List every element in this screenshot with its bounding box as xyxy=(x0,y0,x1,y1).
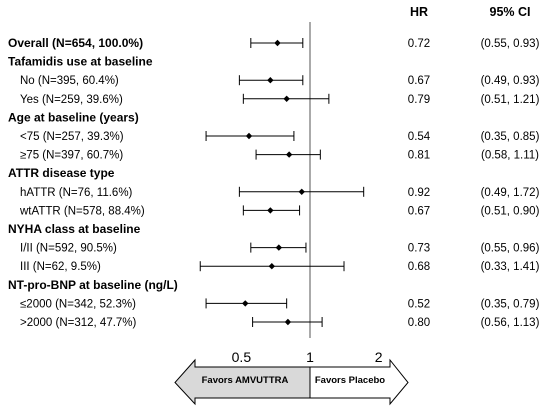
hr-point xyxy=(274,39,281,47)
ci-value: (0.33, 1.41) xyxy=(481,261,540,273)
x-tick-label: 1 xyxy=(306,349,314,365)
ci-value: (0.49, 0.93) xyxy=(481,75,540,87)
group-label: Tafamidis use at baseline xyxy=(8,55,153,69)
hr-point xyxy=(242,300,249,307)
x-tick-label: 2 xyxy=(375,349,383,365)
ci-value: (0.56, 1.13) xyxy=(481,317,540,329)
group-label: NYHA class at baseline xyxy=(8,222,141,236)
favors-amvuttra-arrow xyxy=(174,358,311,406)
ci-value: (0.35, 0.85) xyxy=(481,131,540,143)
hr-point xyxy=(283,95,290,102)
row-label: wtATTR (N=578, 88.4%) xyxy=(19,205,145,217)
ci-value: (0.35, 0.79) xyxy=(481,298,540,310)
hr-point xyxy=(245,132,253,140)
row-label: I/II (N=592, 90.5%) xyxy=(20,243,117,255)
hr-value: 0.92 xyxy=(408,187,430,199)
row-label: hATTR (N=76, 11.6%) xyxy=(20,187,133,199)
row-label: III (N=62, 9.5%) xyxy=(20,261,101,273)
row-label: ≥75 (N=397, 60.7%) xyxy=(20,150,123,162)
row-label: <75 (N=257, 39.3%) xyxy=(20,131,124,143)
row-label: Overall (N=654, 100.0%) xyxy=(8,36,143,50)
hr-value: 0.73 xyxy=(408,243,430,255)
hr-value: 0.52 xyxy=(408,298,430,310)
row-label: Yes (N=259, 39.6%) xyxy=(20,94,123,106)
favors-amvuttra-label: Favors AMVUTTRA xyxy=(202,375,289,386)
group-label: Age at baseline (years) xyxy=(8,110,139,124)
hr-value: 0.72 xyxy=(408,38,430,50)
hr-value: 0.67 xyxy=(408,205,430,217)
ci-value: (0.51, 1.21) xyxy=(481,94,540,106)
rows-layer: Overall (N=654, 100.0%) 0.72 (0.55, 0.93) T… xyxy=(8,36,540,329)
hr-value: 0.81 xyxy=(408,150,430,162)
hr-point xyxy=(268,263,276,270)
hr-point xyxy=(298,188,305,195)
direction-arrows: Favors AMVUTTRA Favors Placebo xyxy=(174,358,409,406)
row-label: ≤2000 (N=342, 52.3%) xyxy=(20,298,136,310)
ci-value: (0.55, 0.93) xyxy=(481,38,540,50)
ci-value: (0.51, 0.90) xyxy=(481,205,540,217)
hr-point xyxy=(267,77,274,84)
x-tick-label: 0.5 xyxy=(232,349,252,365)
ci-value: (0.49, 1.72) xyxy=(481,187,540,199)
group-label: NT-pro-BNP at baseline (ng/L) xyxy=(8,278,178,292)
header-hr: HR xyxy=(410,5,428,19)
hr-point xyxy=(275,244,283,251)
group-label: ATTR disease type xyxy=(8,166,115,180)
favors-placebo-arrow xyxy=(309,358,409,406)
hr-point xyxy=(284,318,292,326)
row-label: >2000 (N=312, 47.7%) xyxy=(20,317,137,329)
ci-value: (0.58, 1.11) xyxy=(481,150,539,162)
hr-point xyxy=(285,151,293,158)
ci-value: (0.55, 0.96) xyxy=(481,243,540,255)
header-ci: 95% CI xyxy=(490,5,531,19)
hr-value: 0.54 xyxy=(408,131,431,143)
hr-value: 0.67 xyxy=(408,75,430,87)
x-axis: 0.5 1 2 xyxy=(232,349,383,365)
hr-point xyxy=(267,207,274,214)
row-label: No (N=395, 60.4%) xyxy=(20,75,119,87)
favors-placebo-label: Favors Placebo xyxy=(315,375,385,386)
hr-value: 0.79 xyxy=(408,94,430,106)
hr-value: 0.80 xyxy=(408,317,430,329)
hr-value: 0.68 xyxy=(408,261,430,273)
